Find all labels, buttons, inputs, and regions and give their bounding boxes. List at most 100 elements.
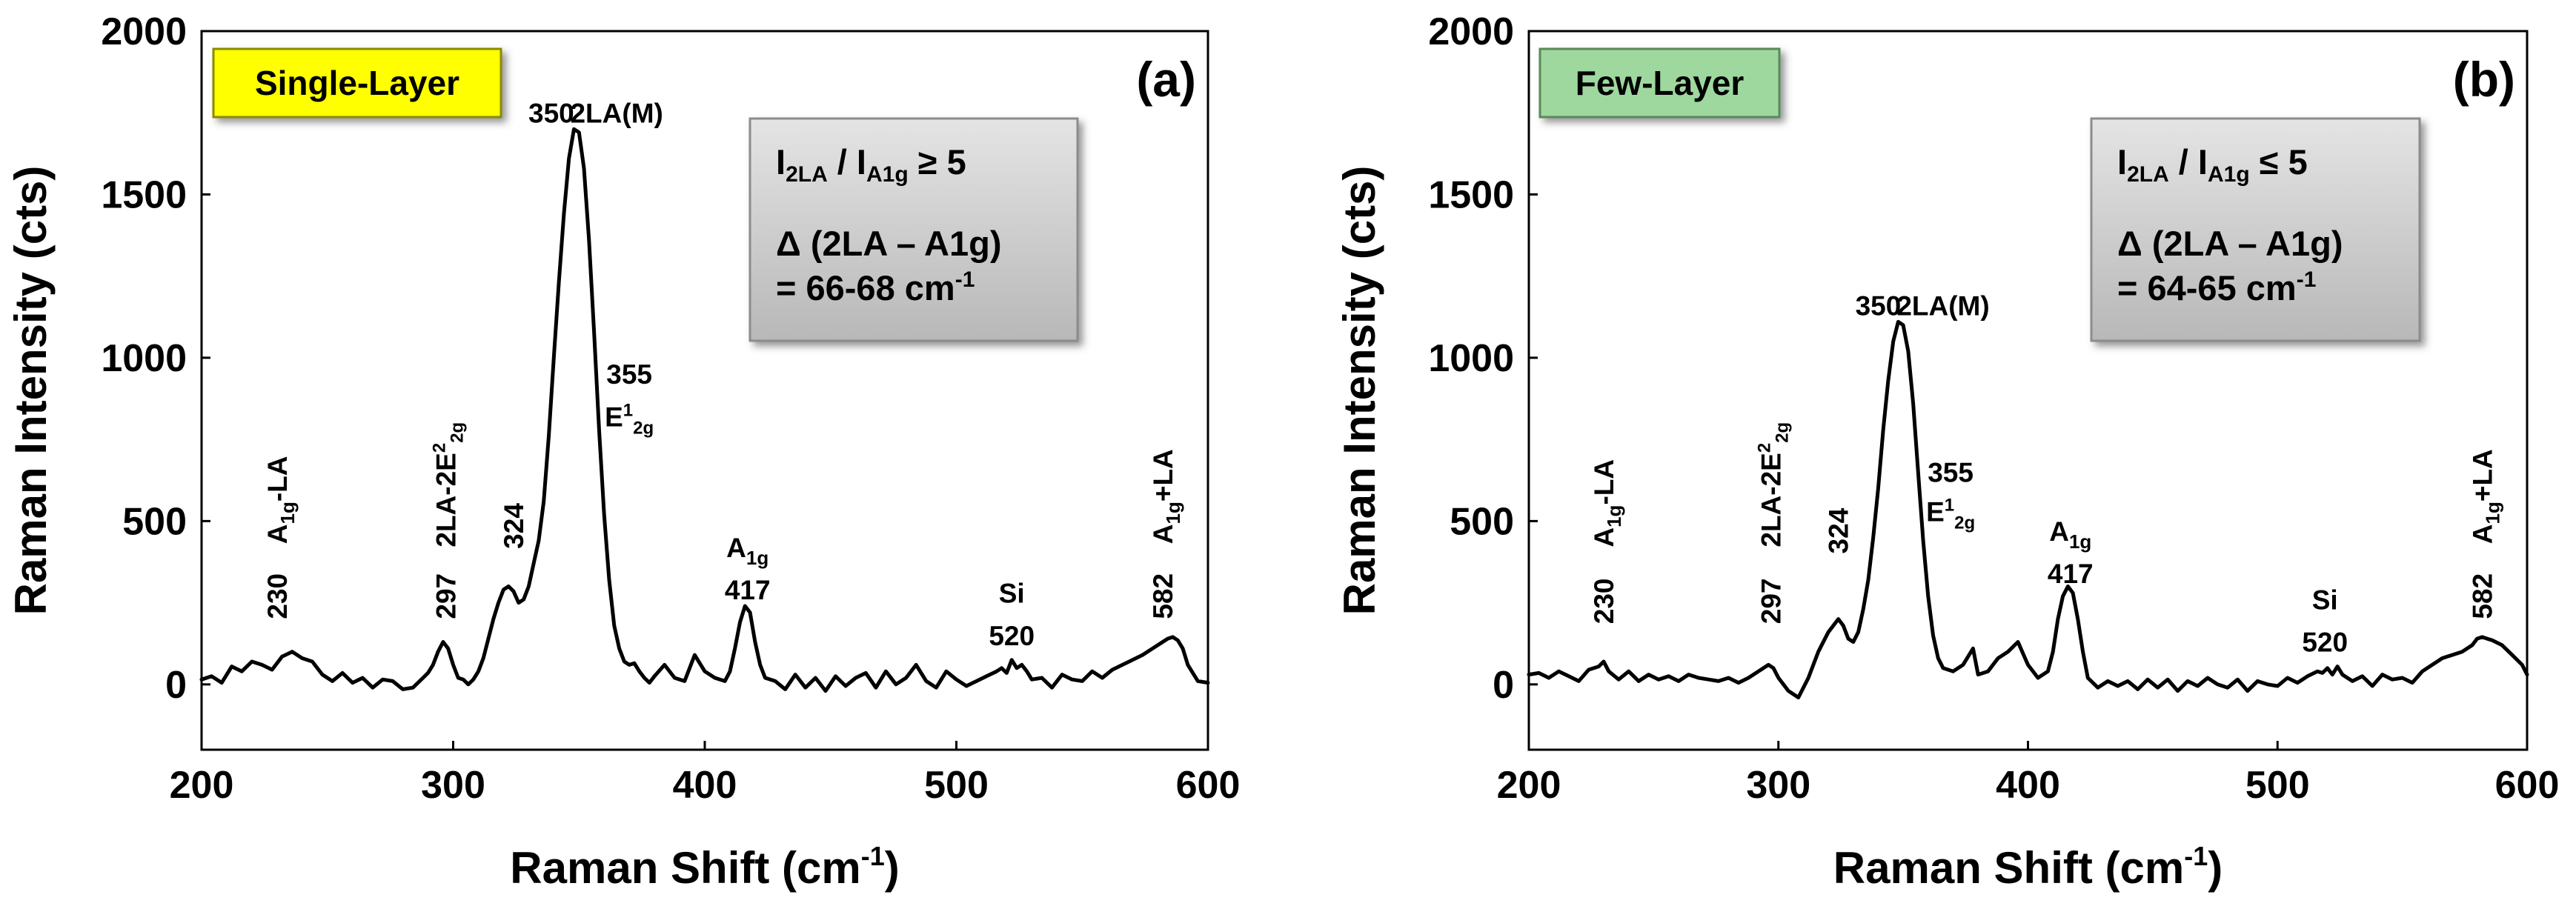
peak-label: 582: [1148, 573, 1178, 619]
peak-label: 520: [2302, 627, 2348, 658]
peak-label: 297: [431, 573, 461, 619]
intensity-ratio-text: I2LA / IA1g ≤ 5: [2117, 142, 2308, 187]
peak-label-sub: 1g: [2481, 502, 2503, 524]
ratio-i2: / I: [2169, 142, 2208, 182]
peak-label: A1g+LA: [2467, 449, 2503, 544]
peak-label: 355: [1928, 457, 1974, 487]
peak-label-sub: 1g: [276, 502, 299, 524]
peak-label-main: 2LA-2E: [1756, 453, 1787, 547]
delta-text: Δ (2LA – A1g): [2117, 224, 2343, 263]
peak-label-tail: +LA: [1148, 449, 1178, 502]
layer-tag: Few-Layer: [1538, 47, 1781, 119]
y-tick-label: 2000: [1428, 10, 1514, 53]
ratio-sub2: A1g: [866, 162, 909, 187]
peak-label: 2LA(M): [1896, 291, 1989, 322]
ratio-sub1: 2LA: [2127, 162, 2169, 187]
x-tick-label: 400: [673, 764, 737, 807]
peak-label: A1g-LA: [1589, 459, 1625, 547]
layer-tag: Single-Layer: [212, 47, 502, 119]
delta-text: Δ (2LA – A1g): [776, 224, 1002, 263]
y-tick-label: 0: [1493, 664, 1514, 707]
intensity-ratio-text: I2LA / IA1g ≥ 5: [776, 142, 966, 187]
layer-tag-label: Few-Layer: [1576, 64, 1745, 102]
peak-label-sup: 1: [623, 401, 633, 421]
y-tick-label: 2000: [101, 10, 187, 53]
panel-label: (a): [1136, 52, 1196, 107]
spectrum-line: [1527, 319, 2529, 699]
y-axis-title: Raman Intensity (cts): [6, 166, 56, 616]
y-tick-label: 500: [1450, 500, 1514, 543]
peak-label-sub: 1g: [2069, 530, 2091, 553]
peak-label-sub: 2g: [1773, 422, 1793, 443]
peak-label: A1g: [2049, 516, 2091, 553]
ratio-info-box: I2LA / IA1g ≤ 5 Δ (2LA – A1g) = 64-65 cm-1: [2090, 117, 2421, 342]
peak-label: Si: [999, 579, 1025, 609]
panel-a: 200 300 400 500 600 0 500 1000 1500 2000 Raman Shi…: [6, 10, 1240, 893]
peak-label: E12g: [605, 401, 654, 439]
peak-label-main: A: [726, 533, 746, 563]
ratio-sub2: A1g: [2208, 162, 2250, 187]
ratio-info-box-bg: [748, 117, 1079, 342]
peak-label: Si: [2312, 585, 2338, 615]
delta-value-main: = 66-68 cm: [776, 268, 955, 307]
peak-label: 230: [1589, 579, 1619, 625]
ratio-value: ≥ 5: [909, 142, 966, 182]
peak-label: A1g-LA: [262, 456, 299, 544]
panel-label: (b): [2453, 52, 2515, 107]
x-tick-label: 300: [421, 764, 485, 807]
y-tick-label: 0: [165, 664, 187, 707]
delta-value-sup: -1: [2297, 267, 2317, 292]
x-axis-title-sup: -1: [2184, 841, 2208, 871]
x-axis-title-end: ): [2208, 843, 2223, 893]
peak-label: 2LA(M): [570, 98, 663, 128]
x-tick-label: 300: [1746, 764, 1810, 807]
x-tick-label: 200: [1497, 764, 1561, 807]
peak-label-sub: 2g: [447, 422, 467, 443]
y-tick-label: 1000: [1428, 337, 1514, 380]
peak-label-main: A: [1589, 527, 1619, 547]
ratio-value: ≤ 5: [2250, 142, 2308, 182]
x-axis-title-main: Raman Shift (cm: [1833, 843, 2184, 893]
ratio-i2: / I: [828, 142, 866, 182]
x-tick-label: 600: [2495, 764, 2560, 807]
peak-label-main: E: [605, 402, 623, 433]
ratio-info-box: I2LA / IA1g ≥ 5 Δ (2LA – A1g) = 66-68 cm-1: [748, 117, 1079, 342]
peak-label: 582: [2467, 573, 2497, 619]
x-axis-title: Raman Shift (cm-1): [1833, 841, 2223, 893]
ratio-sub1: 2LA: [786, 162, 828, 187]
peak-label-main: A: [262, 524, 293, 544]
peak-label-sub: 2g: [633, 419, 654, 439]
layer-tag-label: Single-Layer: [255, 64, 459, 102]
x-axis-title-sup: -1: [861, 841, 885, 871]
y-tick-label: 500: [122, 500, 187, 543]
ratio-info-box-bg: [2090, 117, 2421, 342]
peak-label: 417: [2048, 559, 2094, 589]
x-tick-label: 600: [1176, 764, 1241, 807]
layer-tag-box: [1538, 47, 1781, 119]
peak-label-main: 2LA-2E: [431, 453, 461, 547]
ratio-i1: I: [2117, 142, 2127, 182]
x-axis-title-end: ): [885, 843, 900, 893]
delta-value-sup: -1: [955, 267, 975, 292]
peak-label-sub: 1g: [1162, 502, 1184, 524]
peak-label-sup: 2: [429, 443, 449, 453]
peak-label-sub: 2g: [1954, 513, 1975, 533]
x-axis-title: Raman Shift (cm-1): [510, 841, 899, 893]
y-tick-label: 1500: [101, 173, 187, 216]
x-tick-label: 200: [170, 764, 234, 807]
peak-label-sup: 2: [1755, 443, 1775, 453]
layer-tag-box: [212, 47, 502, 119]
peak-label-sub: 1g: [746, 547, 769, 569]
x-tick-label: 400: [1996, 764, 2060, 807]
peak-label-sub: 1g: [1603, 505, 1625, 527]
y-tick-label: 1000: [101, 337, 187, 380]
y-axis-title: Raman Intensity (cts): [1335, 166, 1384, 616]
panel-b: 200 300 400 500 600 0 500 1000 1500 2000 Raman Shi…: [1335, 10, 2559, 893]
peak-label: 324: [1824, 507, 1854, 553]
peak-label-tail: -LA: [262, 456, 293, 502]
peak-label: A1g: [726, 533, 769, 569]
peak-label: 417: [725, 575, 771, 605]
peak-label-main: E: [1926, 496, 1945, 527]
x-tick-label: 500: [2245, 764, 2310, 807]
delta-value-text: = 66-68 cm-1: [776, 267, 975, 307]
